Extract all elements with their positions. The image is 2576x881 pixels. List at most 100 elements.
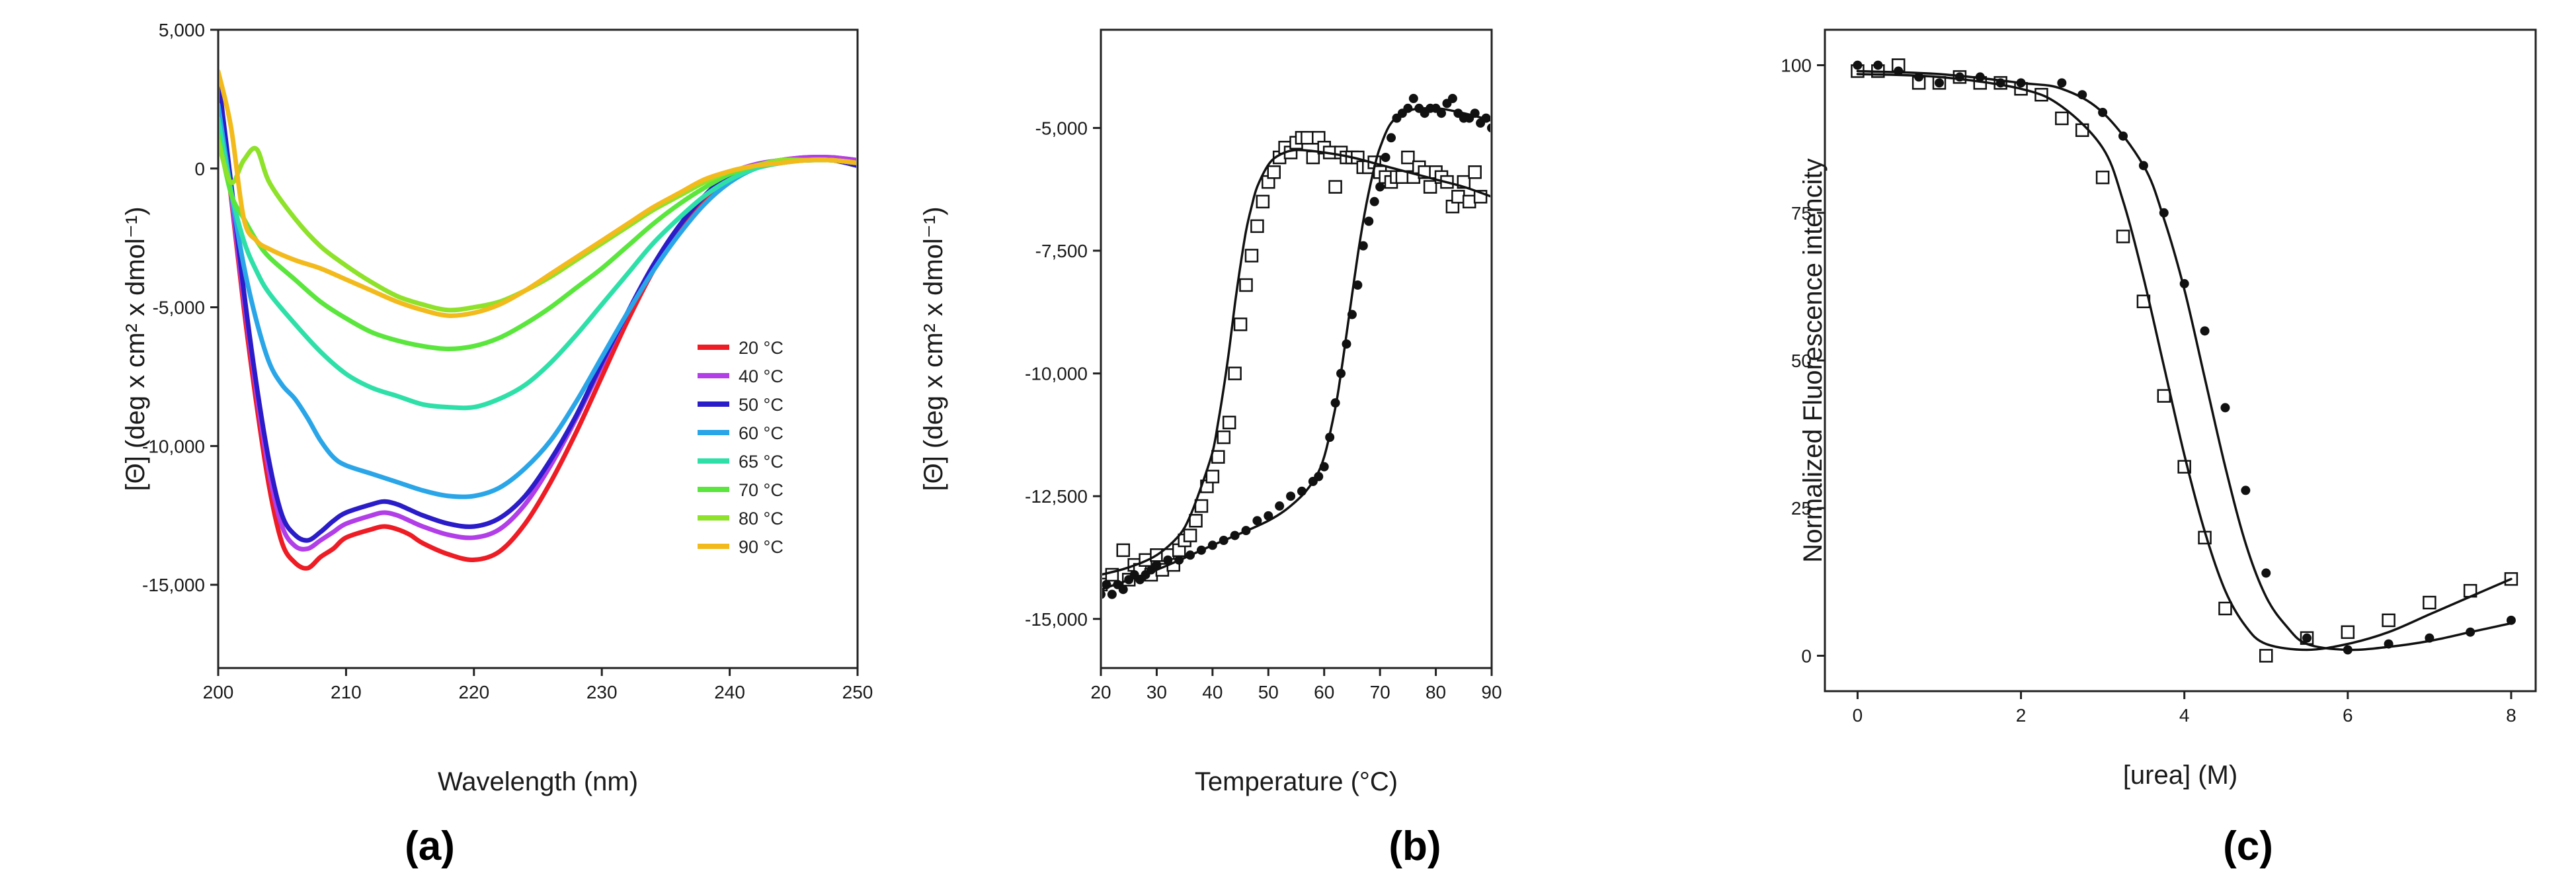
data-point-circle bbox=[2057, 78, 2067, 88]
data-point-square bbox=[1250, 219, 1264, 233]
plot-frame bbox=[217, 28, 859, 669]
legend-label: 60 °C bbox=[739, 423, 784, 443]
data-point-square bbox=[1267, 165, 1281, 179]
series-line-65C bbox=[220, 116, 856, 411]
data-point-square bbox=[1116, 543, 1131, 558]
y-tick-label: 0 bbox=[1801, 646, 1812, 666]
x-tick-label: 220 bbox=[458, 682, 489, 702]
x-tick-label: 6 bbox=[2343, 705, 2353, 726]
x-tick-label: 8 bbox=[2506, 705, 2516, 726]
chart-panel-c: 0 2 4 6 8 0 25 50 75 100 [urea] (M) Normalized Fluo… bbox=[1781, 28, 2537, 869]
data-point-square bbox=[1301, 131, 1314, 145]
data-point-square bbox=[1451, 190, 1465, 204]
legend-label: 20 °C bbox=[739, 338, 784, 358]
x-tick-label: 230 bbox=[586, 682, 618, 702]
y-tick-label: -5,000 bbox=[153, 298, 205, 318]
data-point-circle bbox=[1447, 93, 1457, 103]
plot-frame bbox=[1824, 28, 2537, 692]
x-tick-label: 30 bbox=[1147, 682, 1167, 702]
data-point-square bbox=[1401, 150, 1415, 165]
y-axis-title: [Θ] (deg x cm² x dmol⁻¹) bbox=[919, 206, 948, 491]
data-point-circle bbox=[1387, 133, 1396, 143]
y-tick-label: 5,000 bbox=[159, 20, 205, 40]
y-tick-label: 25 bbox=[1791, 498, 1812, 519]
legend-label: 80 °C bbox=[739, 509, 784, 528]
data-point-circle bbox=[1437, 108, 1447, 118]
plot-frame bbox=[1100, 28, 1493, 669]
x-tick-label: 80 bbox=[1426, 682, 1446, 702]
data-point-square bbox=[2055, 111, 2069, 126]
data-point-square bbox=[2157, 389, 2171, 403]
data-point-square bbox=[1222, 415, 1236, 430]
y-tick-label: -10,000 bbox=[142, 436, 205, 456]
y-tick-label: 100 bbox=[1781, 56, 1812, 76]
data-point-square bbox=[2095, 170, 2110, 185]
chart-panel-b: 20 30 40 50 60 70 80 90 -5,000 -7,500 -10,000 -12,5… bbox=[919, 28, 1502, 869]
y-tick-label: -10,000 bbox=[1025, 364, 1088, 384]
data-point-square bbox=[1217, 430, 1230, 444]
x-tick-label: 70 bbox=[1370, 682, 1390, 702]
x-tick-label: 40 bbox=[1202, 682, 1223, 702]
data-point-circle bbox=[1358, 241, 1368, 251]
x-tick-label: 90 bbox=[1481, 682, 1502, 702]
data-point-circle bbox=[1107, 589, 1117, 599]
y-tick-label: -12,500 bbox=[1025, 486, 1088, 507]
x-tick-label: 250 bbox=[842, 682, 873, 702]
x-axis-title: [urea] (M) bbox=[2123, 761, 2237, 790]
y-tick-label: 0 bbox=[194, 159, 205, 179]
data-point-circle bbox=[2241, 485, 2251, 495]
x-axis-title: Temperature (°C) bbox=[1195, 767, 1398, 796]
data-point-square bbox=[1189, 514, 1203, 528]
data-point-circle bbox=[1369, 196, 1379, 206]
data-point-square bbox=[1423, 180, 1437, 194]
data-point-circle bbox=[1152, 560, 1162, 570]
data-point-square bbox=[1239, 278, 1253, 292]
data-point-circle bbox=[1118, 585, 1128, 595]
data-point-square bbox=[2341, 625, 2355, 639]
series-line-90C bbox=[220, 69, 856, 318]
data-point-square bbox=[1228, 366, 1242, 380]
data-point-circle bbox=[1873, 60, 1883, 70]
data-point-square bbox=[2075, 123, 2089, 138]
data-point-circle bbox=[1853, 60, 1863, 70]
data-point-square bbox=[1328, 180, 1342, 194]
data-point-circle bbox=[2261, 568, 2271, 578]
x-tick-label: 0 bbox=[1853, 705, 1863, 726]
x-tick-label: 2 bbox=[2016, 705, 2027, 726]
data-point-circle bbox=[1375, 182, 1385, 192]
series-line-60C bbox=[220, 103, 856, 499]
legend: 20 °C 40 °C 50 °C 60 °C 65 °C 70 °C 80 °C 90 °C bbox=[698, 338, 784, 557]
fit-line bbox=[1856, 73, 2513, 651]
x-tick-label: 60 bbox=[1314, 682, 1334, 702]
data-point-circle bbox=[1275, 501, 1285, 511]
fit-line bbox=[1856, 69, 2513, 651]
data-point-circle bbox=[1264, 511, 1273, 521]
data-point-square bbox=[1244, 249, 1259, 263]
data-point-square bbox=[2423, 595, 2436, 610]
y-tick-label: -15,000 bbox=[1025, 609, 1088, 630]
data-point-circle bbox=[1353, 280, 1363, 290]
x-tick-label: 210 bbox=[331, 682, 362, 702]
data-point-square bbox=[2259, 649, 2273, 663]
data-point-square bbox=[1205, 470, 1220, 483]
data-point-square bbox=[1256, 194, 1270, 209]
fit-line bbox=[1102, 149, 1490, 576]
data-point-square bbox=[1211, 450, 1225, 464]
data-point-square bbox=[2382, 613, 2395, 628]
y-tick-label: 75 bbox=[1791, 203, 1812, 224]
legend-label: 65 °C bbox=[739, 452, 784, 472]
x-tick-label: 200 bbox=[203, 682, 234, 702]
x-tick-label: 240 bbox=[714, 682, 745, 702]
data-point-square bbox=[1306, 150, 1320, 165]
data-point-circle bbox=[1163, 555, 1173, 565]
y-axis-title: Normalized Fluorescence intencity bbox=[1798, 158, 1828, 562]
y-axis-title: [Θ] (deg x cm² x dmol⁻¹) bbox=[121, 206, 150, 491]
chart-panel-a: 200 210 220 230 240 250 5,000 0 -5,000 -10,000 -15… bbox=[121, 20, 873, 869]
x-axis-title: Wavelength (nm) bbox=[438, 767, 638, 796]
data-point-circle bbox=[1408, 93, 1418, 103]
panel-label: (c) bbox=[2223, 823, 2273, 869]
y-tick-label: -5,000 bbox=[1035, 118, 1088, 138]
legend-label: 70 °C bbox=[739, 480, 784, 500]
data-point-circle bbox=[1364, 216, 1374, 226]
panel-label: (a) bbox=[405, 823, 455, 869]
